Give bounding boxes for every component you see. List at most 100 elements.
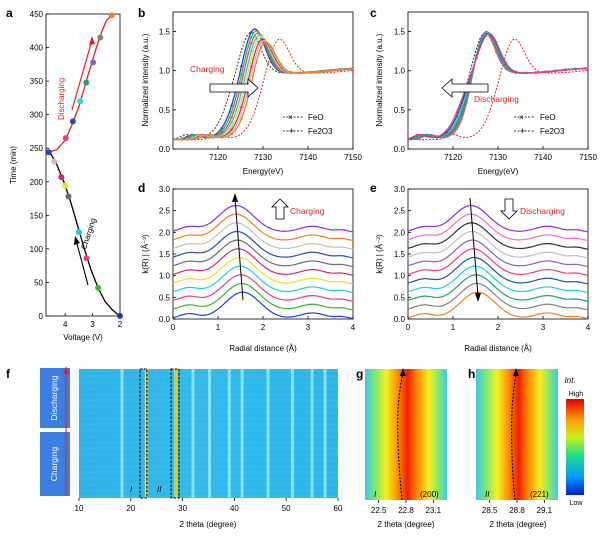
panel-f-xtick-label: 20 <box>126 504 135 513</box>
panel-f-bright-line-5 <box>227 369 231 498</box>
panel-a-ylabel: Time (min) <box>9 146 18 184</box>
panel-b-legend: × FeO + Fe2O3 <box>283 113 333 136</box>
panel-a-ytick-label: 450 <box>30 10 44 19</box>
panel-d-peak-arrowhead <box>232 193 238 202</box>
panel-e-xtick-label: 2 <box>496 323 501 332</box>
panel-d-spectrum-2 <box>172 274 354 302</box>
panel-d-spectrum-3 <box>172 265 354 294</box>
panel-a-discharging-arrow <box>71 39 93 111</box>
panel-b-shift-arrow <box>209 78 259 98</box>
panel-label-b: b <box>138 6 145 20</box>
panel-a-marker-9 <box>62 135 69 142</box>
panel-b-point <box>250 73 253 77</box>
panel-f-xtick-label: 10 <box>75 504 84 513</box>
panel-d-spectrum-5 <box>172 248 354 276</box>
panel-f-xtick-label: 50 <box>282 504 291 513</box>
panel-f-bright-line-4 <box>208 369 212 498</box>
panel-c-point <box>455 118 458 122</box>
panel-e-peak-arrowhead <box>475 293 481 302</box>
panel-a-marker-8 <box>45 149 52 156</box>
panel-h-xtick-label: 28.5 <box>482 506 498 515</box>
panel-c-point <box>514 70 518 73</box>
panel-g-xtick-label: 22.5 <box>371 506 387 515</box>
panel-c-point <box>485 33 488 37</box>
panel-b-point <box>230 116 233 119</box>
panel-e-spectrum-9 <box>407 213 589 242</box>
panel-label-g: g <box>356 367 363 381</box>
panel-b-ytick-label: 0.5 <box>159 106 171 115</box>
panel-b-series-3 <box>172 30 354 141</box>
panel-f-bright-line-7 <box>266 369 270 498</box>
colorbar-gradient <box>566 399 584 495</box>
panel-c-xtick-label: 7120 <box>444 153 462 162</box>
panel-f-xtick-label: 40 <box>230 504 239 513</box>
panel-e-spectrum-8 <box>407 222 589 250</box>
panel-a-marker-6 <box>58 174 65 181</box>
panel-g-map <box>365 369 447 500</box>
panel-h-heatmap: II (221) 28.5 28.8 29.1 2 theta (degree) <box>476 368 558 529</box>
panel-b-point <box>220 127 223 130</box>
panel-b-point <box>250 57 253 60</box>
panel-b-point <box>260 38 263 41</box>
panel-c-point <box>445 128 448 132</box>
panel-c-shift-arrow <box>441 78 489 98</box>
panel-f-bright-line-0 <box>120 369 124 498</box>
panel-a-marker-5 <box>62 182 69 189</box>
panel-b-point <box>200 135 203 139</box>
panel-d-xtick-label: 1 <box>216 323 221 332</box>
panel-b-point <box>339 68 342 72</box>
panel-c-xtick-label: 7140 <box>534 153 552 162</box>
panel-c-point <box>415 133 419 137</box>
panel-d-peak-arrow <box>234 197 244 301</box>
panel-a-marker-3 <box>75 229 82 236</box>
panel-c-point <box>524 71 528 75</box>
panel-e-peak-arrow <box>469 197 479 297</box>
panel-f-xlabel: 2 theta (degree) <box>180 520 237 529</box>
panel-b-point <box>240 73 243 76</box>
panel-d-xtick-label: 4 <box>351 323 356 332</box>
legend-label-fe2o3: Fe2O3 <box>308 127 333 136</box>
panel-f-heatmap: Discharging Charging I II 10 20 30 40 50 60 2… <box>40 366 343 529</box>
panel-b-point <box>349 68 352 71</box>
legend-label-fe2o3: Fe2O3 <box>540 127 565 136</box>
panel-b-point <box>220 129 223 133</box>
legend-marker-x: × <box>288 113 293 122</box>
panel-c-point <box>584 67 587 70</box>
panel-a-marker-14 <box>97 34 104 41</box>
panel-a-marker-2 <box>83 255 90 262</box>
panel-b-point <box>299 71 302 75</box>
panel-b-point <box>230 132 233 136</box>
panel-b-point <box>329 69 332 73</box>
panel-a-marker-13 <box>90 59 97 66</box>
panel-e-spectrum-2 <box>407 274 589 302</box>
panel-a-ytick-label: 350 <box>30 77 44 86</box>
panel-c-chart: Normalized intensity (a.u.) Energy(eV) 0… <box>375 11 597 176</box>
panel-d-spectrum-0 <box>172 291 354 320</box>
panel-b-point <box>240 98 243 102</box>
panel-c-point <box>475 57 478 60</box>
panel-c-point <box>544 70 547 74</box>
panel-b-point <box>269 45 273 48</box>
legend-marker-x: × <box>519 113 524 122</box>
panel-a-discharging-arrowhead <box>89 36 95 45</box>
panel-c-ytick-label: 0.0 <box>394 145 406 154</box>
panel-d-spectrum-7 <box>172 230 354 259</box>
panel-c-xlabel: Energy(eV) <box>478 167 519 176</box>
panel-b-series-4 <box>172 32 354 141</box>
legend-marker-plus: + <box>289 126 294 136</box>
panel-d-ytick-label: 0.5 <box>159 293 171 302</box>
panel-d-spectrum-6 <box>172 239 354 268</box>
panel-b-ytick-label: 1.0 <box>159 67 171 76</box>
panel-b-ytick-label: 0.0 <box>159 145 171 154</box>
panel-b-point <box>190 138 194 141</box>
panel-f-time-arrowhead <box>63 366 69 374</box>
panel-c-point <box>564 68 567 72</box>
panel-c-point <box>455 111 458 114</box>
panel-e-ytick-label: 0.5 <box>394 293 406 302</box>
panel-label-c: c <box>370 6 377 20</box>
panel-b-ylabel: Normalized intensity (a.u.) <box>141 33 150 126</box>
panel-c-series-8 <box>407 32 589 140</box>
panel-b-point <box>309 71 312 74</box>
panel-h-trace-arrowhead <box>513 368 519 376</box>
